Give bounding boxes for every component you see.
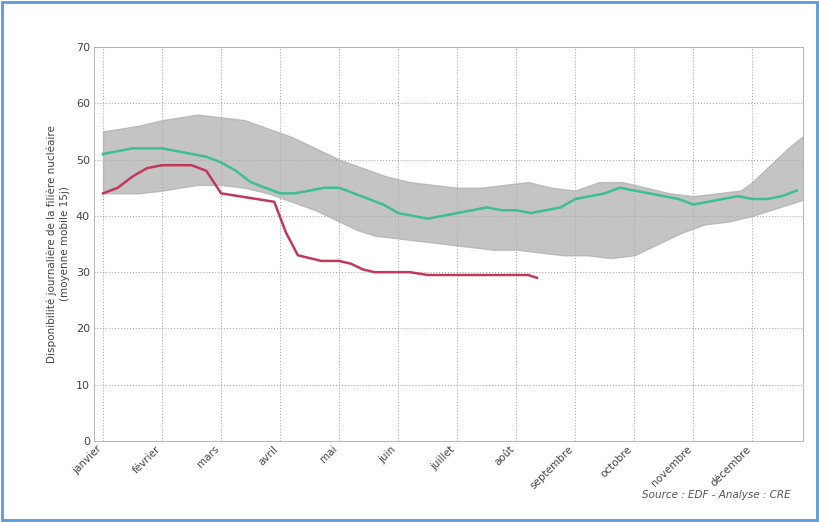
Text: Source : EDF - Analyse : CRE: Source : EDF - Analyse : CRE [642, 490, 790, 500]
Y-axis label: Disponibilité journalière de la filière nucléaire
(moyenne mobile 15j): Disponibilité journalière de la filière … [47, 125, 70, 363]
Text: Graphique 5 : Evolution de la disponibilité du parc nucléaire français (GW): Graphique 5 : Evolution de la disponibil… [10, 15, 532, 28]
